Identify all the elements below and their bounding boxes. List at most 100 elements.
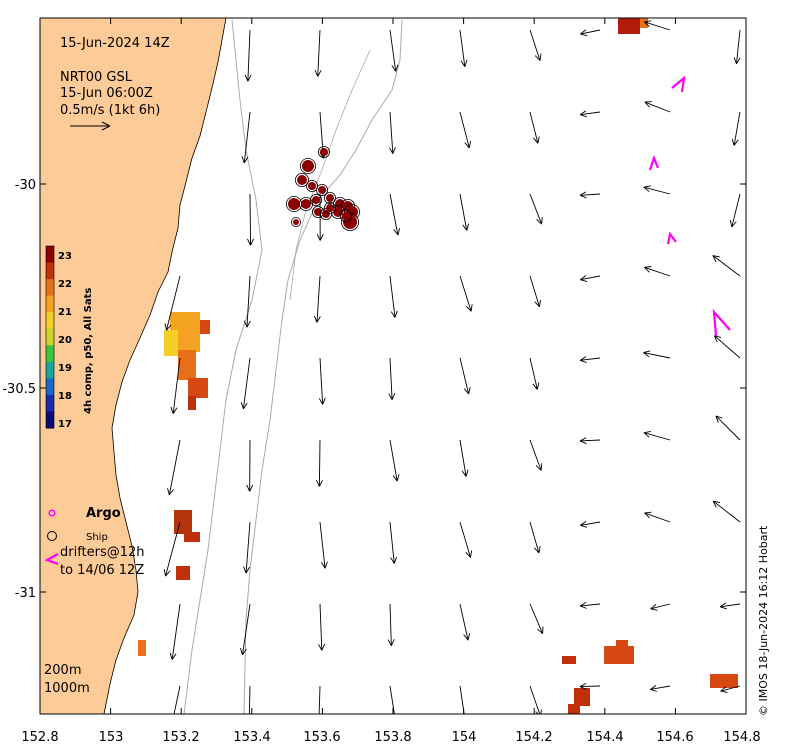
current-arrow (169, 603, 181, 660)
current-arrow (167, 439, 181, 496)
ship-legend-marker (47, 531, 57, 541)
current-arrow (459, 111, 472, 149)
current-arrow (389, 439, 400, 482)
current-arrow (240, 603, 251, 655)
legend: Argo Ship drifters@12h to 14/06 12Z (44, 506, 145, 578)
depth-contour-200m (183, 19, 263, 714)
current-arrow (579, 191, 601, 199)
colorbar-tick: 20 (58, 335, 72, 346)
contour-legend-200m: 200m (44, 663, 81, 678)
current-arrow (389, 275, 398, 318)
x-tick-label: 152.8 (21, 730, 58, 745)
current-arrow (580, 275, 601, 282)
contour-legend-1000m: 1000m (44, 681, 90, 696)
ship-marker-ring (294, 172, 309, 187)
ship-marker (326, 194, 334, 202)
depth-contour-1000m (243, 19, 403, 714)
argo-track-2 (648, 154, 660, 171)
argo-legend-marker (48, 509, 56, 517)
current-arrow (387, 603, 395, 646)
y-tick-label: -31 (15, 586, 36, 601)
ship-marker (288, 198, 300, 210)
ship-marker-ring (315, 183, 328, 196)
colorbar-cell (46, 312, 54, 330)
colorbar: 23 22 21 20 19 18 17 4h comp, p50, All S… (45, 245, 94, 430)
current-arrow (459, 603, 471, 641)
ship-marker (312, 196, 320, 204)
colorbar-cell (46, 345, 54, 363)
current-arrow (580, 29, 601, 37)
current-arrow (319, 521, 328, 569)
ship-marker (297, 175, 307, 185)
imos-credit: © IMOS 18-Jun-2024 16:12 Hobart (757, 525, 770, 716)
axis-ticks (39, 18, 747, 714)
colorbar-cell (46, 279, 54, 297)
argo-track-1 (671, 75, 686, 93)
current-arrow (388, 357, 396, 400)
x-tick-label: 153.2 (162, 730, 199, 745)
current-arrow (715, 415, 741, 441)
ship-marker-ring (299, 157, 316, 174)
current-arrow (244, 29, 252, 82)
product-time: 15-Jun 06:00Z (60, 86, 153, 101)
sst-patch-north (618, 18, 648, 34)
current-arrow (240, 357, 251, 410)
ship-marker-ring (290, 216, 301, 227)
current-arrow (459, 439, 469, 477)
current-arrow (459, 521, 473, 558)
ship-marker-ring (340, 212, 359, 231)
ship-legend-label: Ship (86, 532, 108, 543)
current-arrow (729, 193, 741, 228)
x-tick-label: 153.4 (233, 730, 270, 745)
current-arrow (650, 603, 671, 611)
drifter-legend-line2: to 14/06 12Z (60, 563, 144, 578)
colorbar-tick: 17 (58, 419, 72, 430)
colorbar-cell (46, 411, 54, 429)
current-arrow (388, 111, 396, 154)
current-arrow (644, 266, 671, 277)
ship-marker-ring (323, 201, 336, 214)
current-arrow (389, 193, 401, 236)
current-arrow (529, 193, 543, 225)
x-tick-label: 154.6 (656, 730, 693, 745)
map-time: 15-Jun-2024 14Z (60, 36, 170, 51)
x-tick-label: 153.8 (374, 730, 411, 745)
current-arrow (389, 29, 399, 72)
vector-scale-arrow (70, 121, 111, 131)
sst-patch-central (164, 312, 210, 410)
current-arrow (529, 603, 544, 634)
y-axis-labels: -30 -30.5 -31 (2, 178, 36, 601)
ship-markers (285, 145, 360, 231)
current-vector-field (163, 20, 741, 714)
current-arrow (318, 357, 326, 405)
product-name: NRT00 GSL (60, 70, 133, 85)
current-arrow (389, 685, 395, 714)
current-arrow (243, 521, 251, 574)
current-arrow (313, 275, 321, 323)
argo-drifter-tracks (648, 75, 731, 337)
y-tick-label: -30 (15, 178, 36, 193)
ship-marker (308, 182, 316, 190)
current-arrow (459, 685, 465, 714)
current-arrow (246, 439, 254, 492)
current-arrow (529, 29, 542, 61)
argo-track-3 (666, 231, 677, 245)
x-tick-label: 154.8 (723, 730, 760, 745)
current-arrow (318, 685, 321, 714)
current-arrow (650, 685, 671, 692)
current-arrow (318, 603, 326, 651)
ship-marker (318, 186, 326, 194)
colorbar-tick: 18 (58, 391, 72, 402)
current-arrow (164, 275, 181, 331)
current-arrow (643, 431, 671, 441)
ship-marker (302, 160, 314, 172)
current-arrow (173, 685, 181, 714)
colorbar-cell (46, 361, 54, 379)
ship-marker (322, 210, 330, 218)
current-arrow (316, 439, 323, 487)
current-arrow (579, 601, 601, 609)
ship-marker-ring (339, 209, 352, 222)
ship-marker (342, 212, 350, 220)
colorbar-cell (46, 394, 54, 412)
